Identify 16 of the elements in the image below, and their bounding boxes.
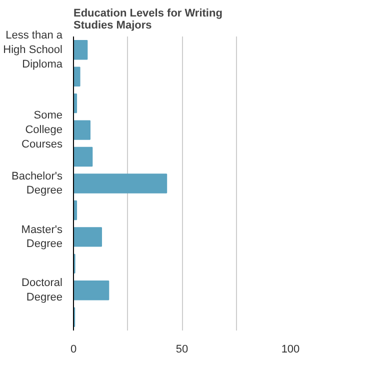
bar: [74, 174, 168, 194]
bar: [74, 40, 88, 60]
chart-title: Education Levels for Writing Studies Majors: [74, 8, 222, 32]
bar: [74, 146, 93, 167]
x-tick-label: 50: [176, 344, 188, 356]
x-tick-label: 100: [281, 344, 300, 356]
y-tick-label: Doctoral Degree: [22, 277, 63, 304]
bar: [74, 120, 90, 140]
y-tick-label: Master's Degree: [21, 224, 63, 250]
y-tick-label: Less than a High School Diploma: [3, 29, 64, 70]
bar: [74, 227, 102, 247]
bar: [74, 66, 80, 86]
bar: [74, 280, 110, 300]
x-tick-label: 0: [70, 344, 77, 356]
y-tick-label: Bachelor's Degree: [11, 170, 63, 197]
y-tick-label: Some College Courses: [22, 110, 63, 150]
